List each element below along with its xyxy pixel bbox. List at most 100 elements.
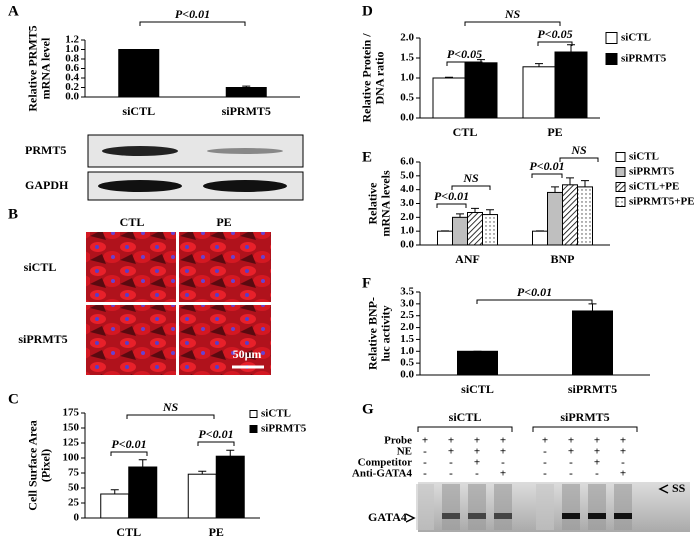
legend-swatch — [615, 182, 626, 192]
significance-bracket — [110, 451, 148, 456]
y-tick-label: 2.5 — [400, 309, 414, 321]
legend-label: siCTL — [629, 151, 659, 163]
panel-label: D — [362, 3, 373, 19]
error-bar — [456, 213, 464, 218]
error-bar — [566, 177, 574, 185]
sign: - — [423, 468, 427, 480]
bar — [128, 466, 158, 519]
bar — [572, 310, 613, 376]
panel-label: C — [8, 391, 19, 407]
y-axis-label: Relative PRMT5 — [25, 25, 39, 111]
legend-label: siPRMT5+PE — [629, 196, 695, 208]
sign: + — [620, 446, 626, 458]
error-bar — [198, 470, 207, 475]
sign: - — [595, 468, 599, 480]
gel-band — [588, 513, 606, 519]
error-bar — [535, 63, 543, 67]
sign: + — [568, 446, 574, 458]
significance-label: NS — [570, 143, 587, 157]
y-axis-label: Relative Protein / — [359, 33, 373, 123]
sign: + — [474, 457, 480, 469]
bar — [452, 216, 468, 246]
significance-label: P<0.01 — [111, 437, 146, 451]
x-tick-label: PE — [547, 125, 562, 139]
sign: - — [543, 457, 547, 469]
sign: - — [423, 457, 427, 469]
bar — [467, 211, 483, 246]
error-bar — [486, 209, 494, 215]
y-tick-label: 4.0 — [400, 183, 414, 195]
bar — [577, 186, 593, 246]
legend-swatch — [605, 53, 618, 65]
significance-bracket — [436, 203, 467, 208]
band-label: SS — [672, 481, 686, 495]
x-tick-label: PE — [209, 525, 224, 537]
x-tick-label: siPRMT5 — [222, 104, 271, 118]
bar — [187, 473, 217, 519]
significance-label: P<0.01 — [198, 427, 233, 441]
significance-bracket — [126, 414, 215, 419]
row-label: Anti-GATA4 — [352, 468, 413, 480]
error-bar — [445, 76, 453, 78]
legend-label: siCTL+PE — [629, 181, 679, 193]
sign: + — [620, 468, 626, 480]
y-tick-label: 5.0 — [400, 169, 414, 181]
significance-label: P<0.05 — [537, 27, 572, 41]
significance-label: NS — [462, 171, 479, 185]
y-tick-label: 3.0 — [400, 297, 414, 309]
error-bar — [551, 186, 559, 193]
arrow — [405, 513, 416, 523]
arrow — [658, 484, 669, 494]
row-label: siCTL — [24, 260, 57, 274]
sign: + — [500, 446, 506, 458]
panel-label: E — [362, 149, 372, 165]
bar — [464, 62, 498, 119]
y-tick-label: 1.2 — [65, 34, 79, 46]
significance-bracket — [464, 21, 561, 26]
bar — [215, 455, 245, 519]
gel-lane — [416, 484, 434, 530]
bar — [547, 191, 563, 246]
significance-bracket — [446, 61, 483, 66]
gel-band — [442, 513, 460, 519]
micrograph — [179, 232, 271, 302]
sign: - — [569, 457, 573, 469]
column-label: CTL — [120, 215, 145, 229]
significance-bracket — [559, 157, 599, 162]
group-bracket — [417, 426, 513, 432]
significance-bracket — [451, 185, 491, 190]
row-label: Probe — [384, 435, 412, 447]
group-label: siCTL — [449, 410, 482, 424]
bar — [522, 66, 556, 119]
bar — [100, 493, 130, 519]
gel-lane — [442, 484, 460, 530]
column-label: PE — [216, 215, 231, 229]
error-bar — [471, 207, 479, 213]
bar — [532, 230, 548, 246]
gel-lane — [614, 484, 632, 530]
error-bar — [226, 449, 235, 457]
bar — [437, 230, 453, 246]
significance-label: NS — [504, 7, 521, 21]
significance-label: P<0.05 — [447, 47, 482, 61]
micrograph — [86, 305, 176, 375]
sign: - — [449, 457, 453, 469]
legend-swatch — [615, 197, 626, 207]
gel-lane — [562, 484, 580, 530]
legend-label: siCTL — [261, 408, 291, 420]
y-tick-label: 0.0 — [400, 239, 414, 251]
y-tick-label: 0.4 — [65, 72, 79, 84]
y-tick-label: 1.0 — [400, 72, 414, 84]
micrograph — [86, 232, 176, 302]
y-tick-label: 150 — [63, 422, 80, 434]
row-label: siPRMT5 — [18, 332, 67, 346]
group-label: siPRMT5 — [560, 410, 609, 424]
legend-swatch — [615, 167, 626, 177]
y-tick-label: 1.5 — [400, 52, 414, 64]
row-label: Competitor — [358, 457, 412, 469]
legend-label: siCTL — [621, 32, 651, 44]
significance-label: NS — [162, 400, 179, 414]
scale-bar-label: 50μm — [233, 347, 262, 361]
sign: + — [594, 446, 600, 458]
legend-label: siPRMT5 — [261, 423, 307, 435]
